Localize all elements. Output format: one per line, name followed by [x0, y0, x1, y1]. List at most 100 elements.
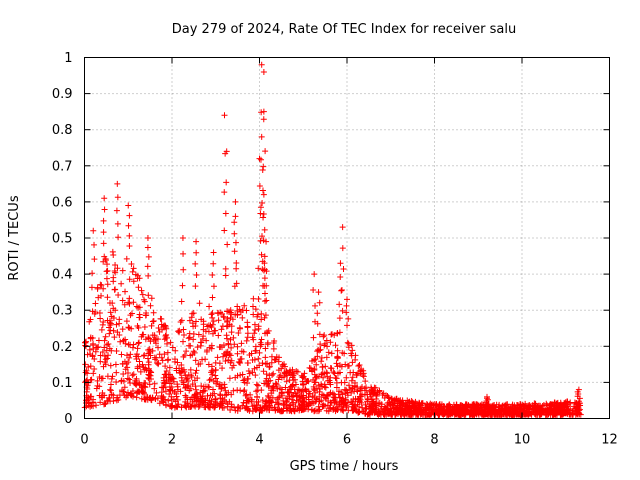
data-point: [315, 289, 322, 296]
data-point: [241, 387, 248, 394]
data-point: [336, 369, 343, 376]
data-point: [192, 370, 199, 377]
data-point: [134, 323, 141, 330]
data-point: [260, 237, 267, 244]
data-point: [121, 392, 128, 399]
data-point: [288, 383, 295, 390]
data-point: [179, 367, 186, 374]
data-point: [115, 291, 122, 298]
data-point: [422, 405, 429, 412]
data-point: [261, 253, 268, 260]
data-point: [290, 401, 297, 408]
data-point: [221, 350, 228, 357]
data-point: [130, 371, 137, 378]
data-point: [178, 317, 185, 324]
data-point: [172, 398, 179, 405]
data-point: [333, 360, 340, 367]
data-point: [233, 280, 240, 287]
data-point: [150, 318, 157, 325]
data-point: [180, 379, 187, 386]
data-point: [122, 288, 129, 295]
data-point: [132, 377, 139, 384]
data-point: [251, 365, 258, 372]
data-point: [236, 306, 243, 313]
data-point: [127, 312, 134, 319]
data-point: [409, 399, 416, 406]
data-point: [200, 398, 207, 405]
data-point: [227, 314, 234, 321]
data-point: [122, 366, 129, 373]
data-point: [324, 373, 331, 380]
data-point: [251, 321, 258, 328]
data-point: [133, 351, 140, 358]
data-point: [179, 282, 186, 289]
data-point: [129, 372, 136, 379]
data-point: [239, 314, 246, 321]
data-point: [110, 305, 117, 312]
data-point: [345, 344, 352, 351]
data-point: [358, 366, 365, 373]
data-point: [139, 331, 146, 338]
data-point: [145, 347, 152, 354]
data-point: [527, 405, 534, 412]
data-point: [159, 398, 166, 405]
data-point: [102, 333, 109, 340]
data-point: [209, 330, 216, 337]
data-point: [491, 411, 498, 418]
data-point: [516, 411, 523, 418]
data-point: [321, 332, 328, 339]
data-point: [184, 383, 191, 390]
data-point: [498, 411, 505, 418]
data-point: [252, 306, 259, 313]
data-point: [121, 301, 128, 308]
data-point: [263, 297, 270, 304]
data-point: [185, 342, 192, 349]
data-point: [134, 390, 141, 397]
data-point: [532, 411, 539, 418]
data-point: [405, 408, 412, 415]
data-point: [119, 360, 126, 367]
data-point: [124, 375, 131, 382]
data-point: [107, 387, 114, 394]
data-point: [158, 315, 165, 322]
data-point: [255, 355, 262, 362]
data-point: [229, 364, 236, 371]
x-tick-label: 10: [514, 433, 531, 448]
data-point: [331, 370, 338, 377]
data-point: [119, 388, 126, 395]
data-point: [113, 378, 120, 385]
data-point: [258, 316, 265, 323]
data-point: [312, 389, 319, 396]
data-point: [94, 284, 101, 291]
data-point: [218, 326, 225, 333]
data-point: [93, 402, 100, 409]
data-point: [228, 344, 235, 351]
data-point: [460, 408, 467, 415]
data-point: [104, 294, 111, 301]
data-point: [256, 155, 263, 162]
data-point: [408, 411, 415, 418]
data-point: [356, 408, 363, 415]
data-point: [532, 405, 539, 412]
data-point: [351, 388, 358, 395]
data-point: [260, 108, 267, 115]
data-point: [360, 370, 367, 377]
data-point: [235, 330, 242, 337]
data-point: [147, 338, 154, 345]
data-point: [252, 372, 259, 379]
data-point: [127, 351, 134, 358]
data-point: [106, 324, 113, 331]
data-point: [289, 393, 296, 400]
data-point: [356, 362, 363, 369]
data-point: [167, 339, 174, 346]
data-point: [160, 399, 167, 406]
data-point: [187, 396, 194, 403]
data-point: [209, 271, 216, 278]
y-tick-label: 1: [64, 51, 72, 66]
data-point: [470, 407, 477, 414]
data-point: [550, 411, 557, 418]
data-point: [539, 409, 546, 416]
data-point: [200, 321, 207, 328]
data-point: [346, 386, 353, 393]
data-point: [232, 213, 239, 220]
